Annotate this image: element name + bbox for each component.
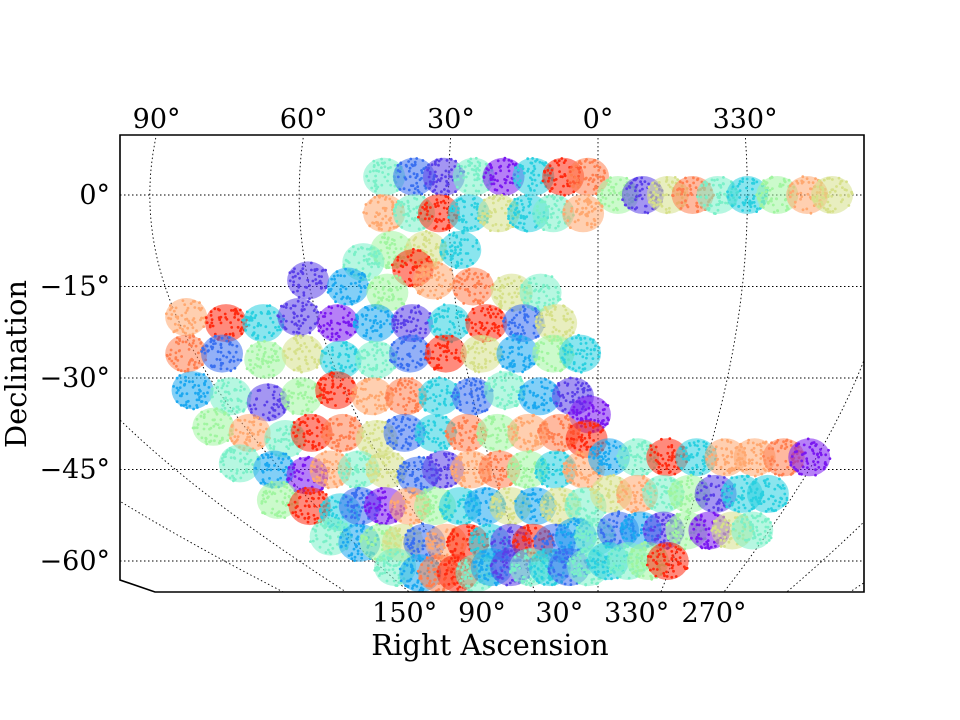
top-tick-label: 30° [427,104,475,135]
data-point [218,444,261,483]
data-point [384,377,428,416]
bottom-tick-label: 270° [681,598,746,629]
top-tick-label: 60° [280,104,328,135]
data-point [519,273,562,313]
data-point [363,157,406,196]
data-point [562,193,605,233]
y-tick-label: −30° [40,363,110,394]
data-point [439,230,482,269]
data-point [496,333,539,374]
data-point [424,334,467,373]
data-point [452,156,495,196]
data-point [355,340,398,379]
data-point [811,176,854,214]
data-point [507,413,550,453]
data-point [244,340,287,379]
data-point [746,474,789,513]
data-point [534,304,578,343]
data-point [567,157,610,196]
y-tick-label: −45° [40,455,110,486]
y-axis-label: Declination [0,280,33,448]
data-point [246,383,290,422]
x-axis-label: Right Ascension [371,628,608,662]
data-point [389,334,432,373]
data-point [645,542,689,580]
data-points [165,156,854,592]
top-tick-label: 330° [713,104,778,135]
y-tick-label: −15° [40,272,110,303]
data-point [280,377,323,416]
data-point [731,511,774,550]
ra-grid-line [754,134,960,683]
data-point [352,304,396,343]
data-point [733,438,776,478]
data-point [287,261,330,300]
bottom-tick-label: 330° [604,598,669,629]
data-point [788,437,832,477]
data-point [200,334,244,373]
data-point [316,304,359,343]
data-point [476,413,519,452]
data-point [276,298,320,338]
data-point [451,267,495,306]
data-point [326,267,370,306]
data-point [281,334,324,374]
bottom-tick-label: 90° [458,598,506,629]
bottom-tick-label: 150° [372,598,437,629]
y-tick-label: −60° [40,546,110,577]
data-point [165,298,208,337]
data-point [696,176,740,216]
data-point [253,450,296,489]
top-tick-label: 90° [133,104,181,135]
data-point [362,194,406,233]
data-point [616,438,660,477]
y-tick-label: 0° [79,180,110,211]
bottom-tick-label: 30° [535,598,583,629]
data-point [320,413,364,453]
data-point [422,157,466,197]
data-point [755,175,799,214]
data-point [315,371,358,410]
data-point [191,407,235,446]
data-point [412,261,456,300]
plot-border [119,134,865,593]
data-point [559,333,602,374]
top-tick-label: 0° [583,104,614,135]
data-point [165,334,208,373]
plot-frame [119,134,865,593]
data-point [171,371,214,411]
data-point [241,304,286,343]
tick-labels: 90° 60° 30° 0° 330° 150° 90° 30° 330° 270° 0° −15° −… [40,104,778,629]
data-point [675,438,718,477]
